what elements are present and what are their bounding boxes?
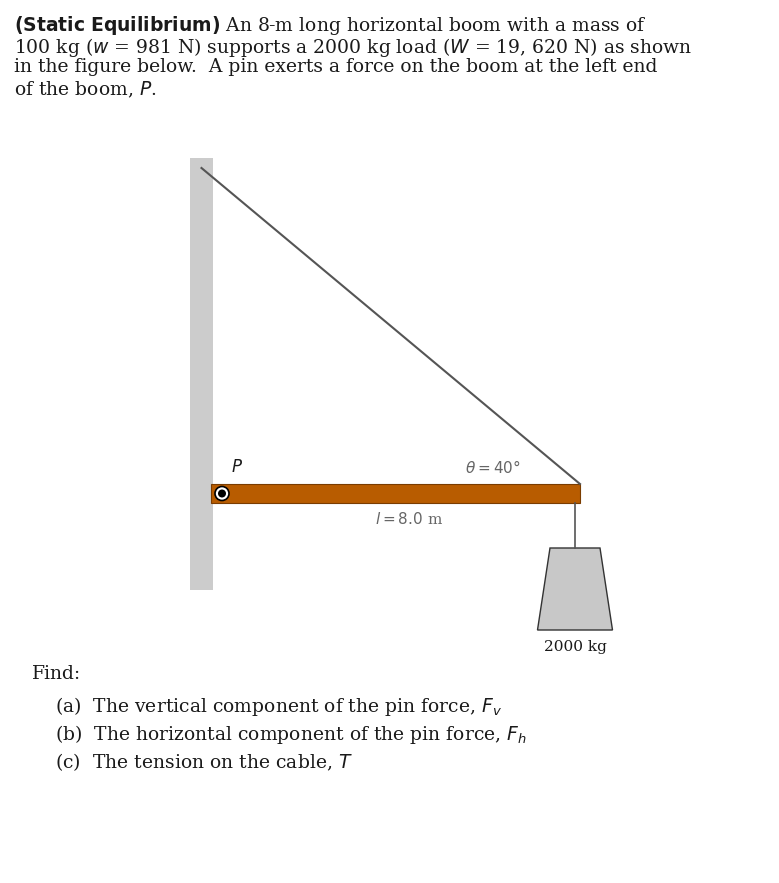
Text: $l = 8.0$ m: $l = 8.0$ m	[375, 511, 443, 527]
Bar	[190, 158, 213, 590]
Text: (c)  The tension on the cable, $T$: (c) The tension on the cable, $T$	[55, 751, 353, 773]
Circle shape	[215, 487, 229, 501]
Text: Find:: Find:	[32, 665, 81, 683]
Text: of the boom, $P$.: of the boom, $P$.	[14, 80, 157, 101]
Circle shape	[218, 489, 226, 497]
Text: (b)  The horizontal component of the pin force, $F_h$: (b) The horizontal component of the pin …	[55, 723, 527, 746]
Text: in the figure below.  A pin exerts a force on the boom at the left end: in the figure below. A pin exerts a forc…	[14, 58, 657, 76]
Text: $\theta = 40°$: $\theta = 40°$	[465, 459, 520, 476]
Text: 2000 kg: 2000 kg	[544, 640, 606, 654]
Text: 100 kg ($w$ = 981 N) supports a 2000 kg load ($W$ = 19, 620 N) as shown: 100 kg ($w$ = 981 N) supports a 2000 kg …	[14, 36, 693, 59]
Bar	[211, 484, 580, 503]
Text: $\bf{(Static\ Equilibrium)}$ An 8-m long horizontal boom with a mass of: $\bf{(Static\ Equilibrium)}$ An 8-m long…	[14, 14, 647, 37]
Text: $P$: $P$	[231, 459, 243, 476]
Polygon shape	[538, 548, 612, 630]
Text: (a)  The vertical component of the pin force, $F_v$: (a) The vertical component of the pin fo…	[55, 695, 502, 718]
